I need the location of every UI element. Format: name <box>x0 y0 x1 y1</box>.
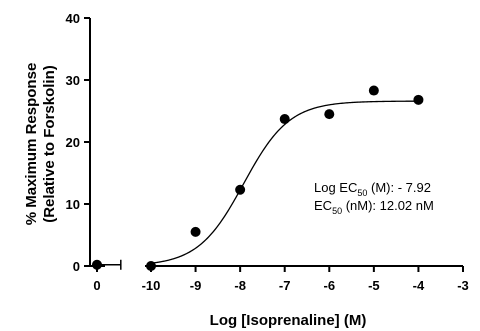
ec50-annotation: Log EC50 (M): - 7.92 EC50 (nM): 12.02 nM <box>314 180 434 216</box>
x-tick-label: -6 <box>324 278 336 293</box>
y-tick-label: 20 <box>66 135 80 150</box>
x-tick-label: -5 <box>368 278 380 293</box>
log-ec50-label: Log EC50 (M): - 7.92 <box>314 180 431 198</box>
y-tick-label: 30 <box>66 73 80 88</box>
y-tick-label: 40 <box>66 11 80 26</box>
fit-curve-layer <box>150 100 419 264</box>
data-point <box>324 109 335 120</box>
data-point <box>190 226 201 237</box>
x-tick-label: 0 <box>93 278 100 293</box>
x-tick-label: -9 <box>190 278 202 293</box>
fit-curve <box>150 100 419 264</box>
x-tick-label: -4 <box>413 278 425 293</box>
data-point <box>146 261 156 271</box>
data-point <box>368 85 379 96</box>
x-tick-label: -3 <box>457 278 469 293</box>
data-point <box>235 184 246 195</box>
data-point <box>92 259 102 270</box>
y-axis-title-line1: % Maximum Response <box>23 63 40 226</box>
axes <box>89 18 463 267</box>
y-tick-label: 10 <box>66 197 80 212</box>
x-tick-label: -10 <box>142 278 161 293</box>
data-point <box>279 114 290 125</box>
ec50-label: EC50 (nM): 12.02 nM <box>314 198 434 216</box>
x-tick-label: -7 <box>279 278 291 293</box>
tick-marks: 0 10 20 30 40 0 -10 -9 -8 -7 -6 -5 -4 -3 <box>66 11 469 293</box>
y-axis-title-line2: (Relative to Forskolin) <box>41 65 58 223</box>
data-points-layer <box>92 85 424 271</box>
data-point <box>413 94 424 105</box>
x-tick-label: -8 <box>234 278 246 293</box>
x-axis-title: Log [Isoprenaline] (M) <box>210 312 367 329</box>
y-tick-label: 0 <box>73 259 80 274</box>
